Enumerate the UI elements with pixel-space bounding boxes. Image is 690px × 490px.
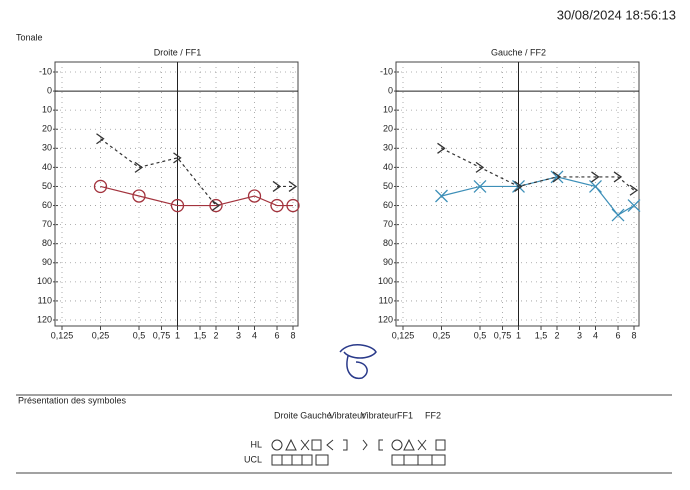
x-tick-label: 0,75 bbox=[153, 330, 171, 340]
point bbox=[552, 171, 562, 183]
legend-symbols bbox=[271, 438, 446, 466]
x-tick-label: 3 bbox=[577, 330, 582, 340]
series-line bbox=[100, 185, 293, 207]
y-tick-label: 70 bbox=[383, 219, 393, 229]
legend-col: Gauche bbox=[300, 410, 332, 420]
x-tick-label: 0,25 bbox=[433, 330, 451, 340]
point bbox=[134, 161, 144, 173]
x-tick-label: 1,5 bbox=[535, 330, 548, 340]
point bbox=[270, 198, 284, 213]
y-tick-label: 60 bbox=[42, 200, 52, 210]
y-tick-label: 60 bbox=[383, 200, 393, 210]
y-tick-label: 30 bbox=[42, 143, 52, 153]
point bbox=[209, 198, 223, 213]
y-tick-label: 100 bbox=[37, 276, 52, 286]
point bbox=[435, 189, 448, 203]
x-tick-label: 4 bbox=[252, 330, 257, 340]
point bbox=[286, 198, 300, 213]
legend-row: UCL bbox=[244, 454, 262, 464]
x-tick-label: 1,5 bbox=[194, 330, 207, 340]
x-tick-label: 4 bbox=[593, 330, 598, 340]
y-tick-label: 80 bbox=[383, 238, 393, 248]
x-tick-label: 0,5 bbox=[474, 330, 487, 340]
point bbox=[437, 142, 446, 154]
point bbox=[272, 180, 282, 192]
point bbox=[96, 133, 105, 145]
y-tick-label: 40 bbox=[42, 162, 52, 172]
signature bbox=[339, 344, 377, 380]
legend-col: FF2 bbox=[425, 410, 441, 420]
y-tick-label: 20 bbox=[383, 124, 393, 134]
x-tick-label: 0,75 bbox=[494, 330, 512, 340]
y-tick-label: 110 bbox=[379, 295, 393, 305]
y-tick-label: 120 bbox=[37, 314, 52, 324]
y-tick-label: 110 bbox=[38, 295, 52, 305]
point bbox=[591, 171, 600, 183]
point bbox=[173, 152, 182, 164]
series-line bbox=[441, 147, 635, 191]
y-tick-label: 90 bbox=[42, 257, 52, 267]
point bbox=[550, 170, 564, 184]
x-tick-label: 1 bbox=[516, 330, 521, 340]
point bbox=[611, 208, 625, 222]
x-tick-label: 0,125 bbox=[51, 330, 74, 340]
y-tick-label: 40 bbox=[383, 162, 393, 172]
plot-frame bbox=[395, 61, 640, 327]
point bbox=[211, 200, 221, 212]
y-tick-label: 80 bbox=[42, 238, 52, 248]
point bbox=[475, 161, 485, 173]
point bbox=[473, 180, 487, 193]
point bbox=[170, 198, 185, 213]
point bbox=[247, 189, 262, 203]
y-tick-label: 50 bbox=[42, 181, 52, 191]
x-tick-label: 2 bbox=[554, 330, 559, 340]
point bbox=[589, 180, 602, 193]
point bbox=[627, 199, 641, 212]
legend-col: FF1 bbox=[397, 410, 413, 420]
y-tick-label: 50 bbox=[383, 181, 393, 191]
legend-row: HL bbox=[250, 439, 262, 449]
x-tick-label: 1 bbox=[175, 330, 180, 340]
point bbox=[613, 171, 623, 183]
x-tick-label: 0,25 bbox=[92, 330, 110, 340]
chart-title: Gauche / FF2 bbox=[491, 47, 546, 57]
y-tick-label: 20 bbox=[42, 124, 52, 134]
series-line bbox=[100, 138, 217, 206]
x-tick-label: 8 bbox=[290, 330, 295, 340]
y-tick-label: 10 bbox=[42, 105, 52, 115]
datetime: 30/08/2024 18:56:13 bbox=[557, 7, 676, 22]
point bbox=[288, 180, 298, 192]
y-tick-label: 0 bbox=[47, 85, 52, 95]
y-tick-label: 30 bbox=[383, 143, 393, 153]
y-tick-label: 100 bbox=[378, 276, 393, 286]
x-tick-label: 3 bbox=[236, 330, 241, 340]
plot-frame bbox=[54, 61, 299, 327]
y-tick-label: -10 bbox=[39, 66, 52, 76]
x-tick-label: 0,5 bbox=[133, 330, 146, 340]
y-tick-label: 70 bbox=[42, 219, 52, 229]
chart-title: Droite / FF1 bbox=[154, 47, 202, 57]
point bbox=[93, 179, 108, 194]
legend-col: Vibrateur bbox=[329, 410, 365, 420]
y-tick-label: 120 bbox=[378, 314, 393, 324]
point bbox=[514, 180, 523, 192]
point bbox=[629, 184, 639, 196]
y-tick-label: -10 bbox=[380, 66, 393, 76]
x-tick-label: 8 bbox=[631, 330, 636, 340]
legend-title: Présentation des symboles bbox=[18, 395, 127, 405]
x-tick-label: 6 bbox=[616, 330, 621, 340]
x-tick-label: 6 bbox=[275, 330, 280, 340]
legend-col: Droite bbox=[274, 410, 298, 420]
y-tick-label: 90 bbox=[383, 257, 393, 267]
y-tick-label: 10 bbox=[383, 105, 393, 115]
x-tick-label: 2 bbox=[213, 330, 218, 340]
y-tick-label: 0 bbox=[388, 85, 393, 95]
section-label: Tonale bbox=[16, 32, 43, 42]
point bbox=[132, 189, 146, 203]
series-line bbox=[441, 176, 635, 216]
legend-col: Vibrateur bbox=[361, 410, 397, 420]
x-tick-label: 0,125 bbox=[392, 330, 415, 340]
